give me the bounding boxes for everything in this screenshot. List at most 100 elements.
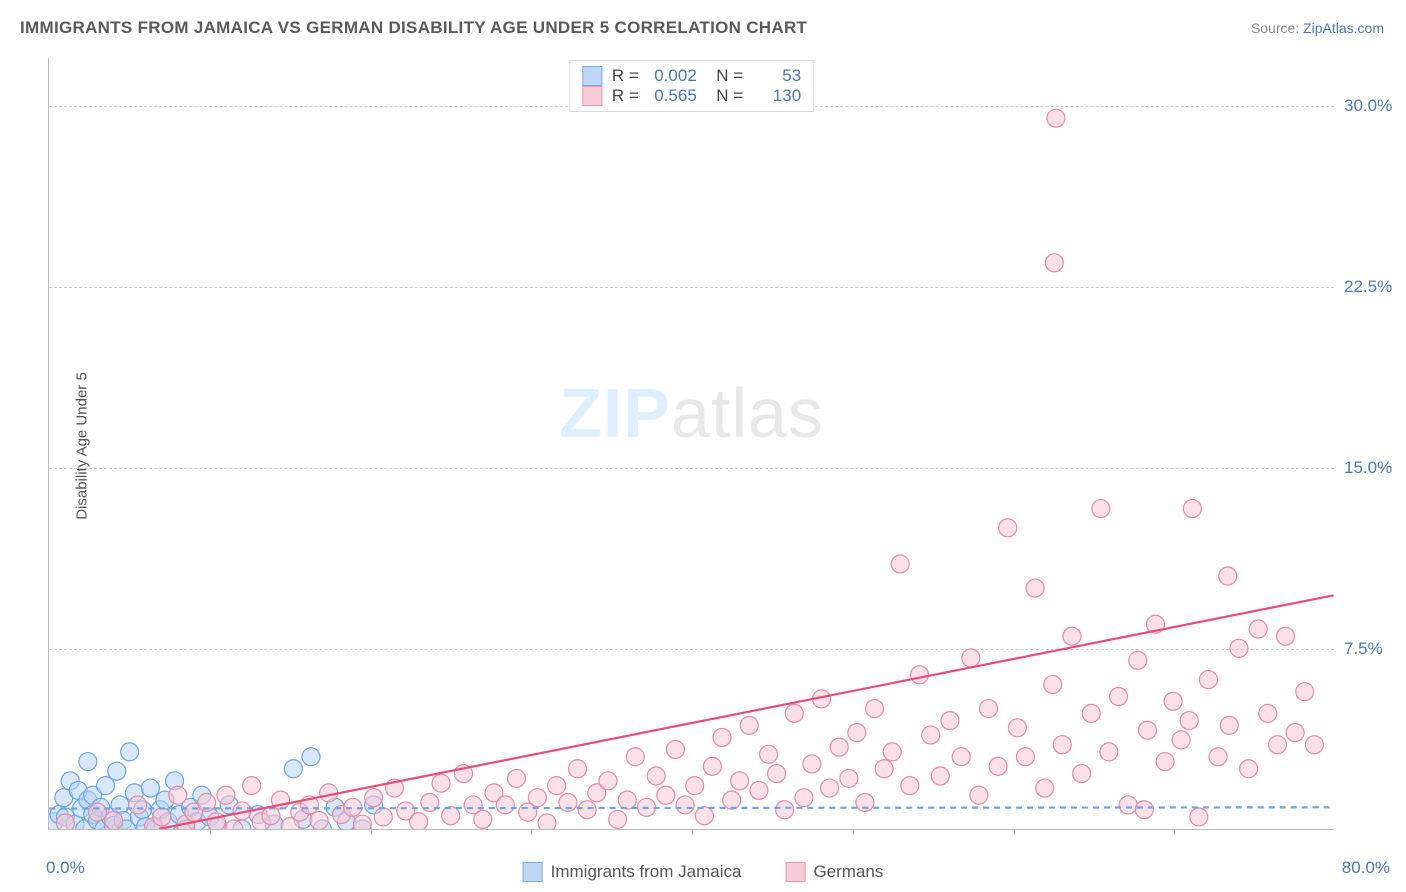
data-point [1073,765,1091,783]
stats-legend-row: R = 0.002 N = 53 [582,66,801,86]
data-point [1063,627,1081,645]
data-point [875,760,893,778]
data-point [353,815,371,829]
data-point [374,808,392,826]
data-point [980,700,998,718]
data-point [1180,712,1198,730]
data-point [207,813,225,829]
data-point [941,712,959,730]
data-point [410,813,428,829]
data-point [962,649,980,667]
data-point [821,779,839,797]
x-axis-max-label: 80.0% [1342,858,1390,878]
x-tick [1014,829,1015,835]
legend-swatch [582,86,602,106]
source-link[interactable]: ZipAtlas.com [1303,20,1384,36]
stat-n-value: 53 [753,66,801,86]
data-point [56,814,74,829]
data-point [1016,748,1034,766]
data-point [79,753,97,771]
data-point [830,738,848,756]
data-point [496,796,514,814]
data-point [528,789,546,807]
data-point [723,791,741,809]
data-point [785,704,803,722]
data-point [1220,716,1238,734]
stat-n-label: N = [707,86,743,106]
data-point [740,716,758,734]
data-point [284,760,302,778]
data-point [538,814,556,829]
data-point [891,555,909,573]
data-point [803,755,821,773]
x-tick [1174,829,1175,835]
data-point [1230,639,1248,657]
data-point [1219,567,1237,585]
data-point [1286,724,1304,742]
data-point [1259,704,1277,722]
series-legend-item: Germans [785,862,883,882]
data-point [599,772,617,790]
x-tick [210,829,211,835]
data-point [760,745,778,763]
y-tick-label: 15.0% [1344,458,1404,478]
legend-swatch [523,862,543,882]
data-point [713,728,731,746]
data-point [776,801,794,819]
data-point [217,786,235,804]
source-label: Source: [1251,20,1303,36]
stat-r-value: 0.002 [649,66,697,86]
chart-title: IMMIGRANTS FROM JAMAICA VS GERMAN DISABI… [20,18,807,38]
data-point [1008,719,1026,737]
y-tick-label: 7.5% [1344,639,1404,659]
data-point [1209,748,1227,766]
data-point [999,519,1017,537]
data-point [1190,808,1208,826]
trend-line [49,807,1333,808]
data-point [866,700,884,718]
data-point [1156,753,1174,771]
data-point [695,807,713,825]
x-tick [692,829,693,835]
data-point [1026,579,1044,597]
data-point [750,781,768,799]
x-axis-min-label: 0.0% [46,858,85,878]
data-point [1119,796,1137,814]
data-point [1277,627,1295,645]
chart-plot-area: ZIPatlas R = 0.002 N = 53R = 0.565 N = 1… [48,58,1334,830]
data-point [1240,760,1258,778]
data-point [970,786,988,804]
source-attribution: Source: ZipAtlas.com [1251,20,1384,36]
stat-r-label: R = [612,86,639,106]
x-tick [531,829,532,835]
data-point [952,748,970,766]
data-point [1110,687,1128,705]
stats-legend: R = 0.002 N = 53R = 0.565 N = 130 [569,60,814,112]
stat-n-value: 130 [753,86,801,106]
legend-swatch [785,862,805,882]
stat-n-label: N = [707,66,743,86]
data-point [618,791,636,809]
data-point [1129,651,1147,669]
data-point [703,757,721,775]
data-point [609,810,627,828]
data-point [731,772,749,790]
data-point [922,726,940,744]
data-point [432,774,450,792]
series-legend-item: Immigrants from Jamaica [523,862,742,882]
data-point [1044,675,1062,693]
data-point [666,741,684,759]
data-point [1164,692,1182,710]
data-point [169,786,187,804]
y-tick-label: 30.0% [1344,96,1404,116]
data-point [243,777,261,795]
data-point [1100,743,1118,761]
series-legend-label: Germans [813,862,883,882]
x-tick [371,829,372,835]
data-point [548,777,566,795]
data-point [89,803,107,821]
data-point [1045,254,1063,272]
data-point [1296,683,1314,701]
data-point [1268,736,1286,754]
data-point [626,748,644,766]
